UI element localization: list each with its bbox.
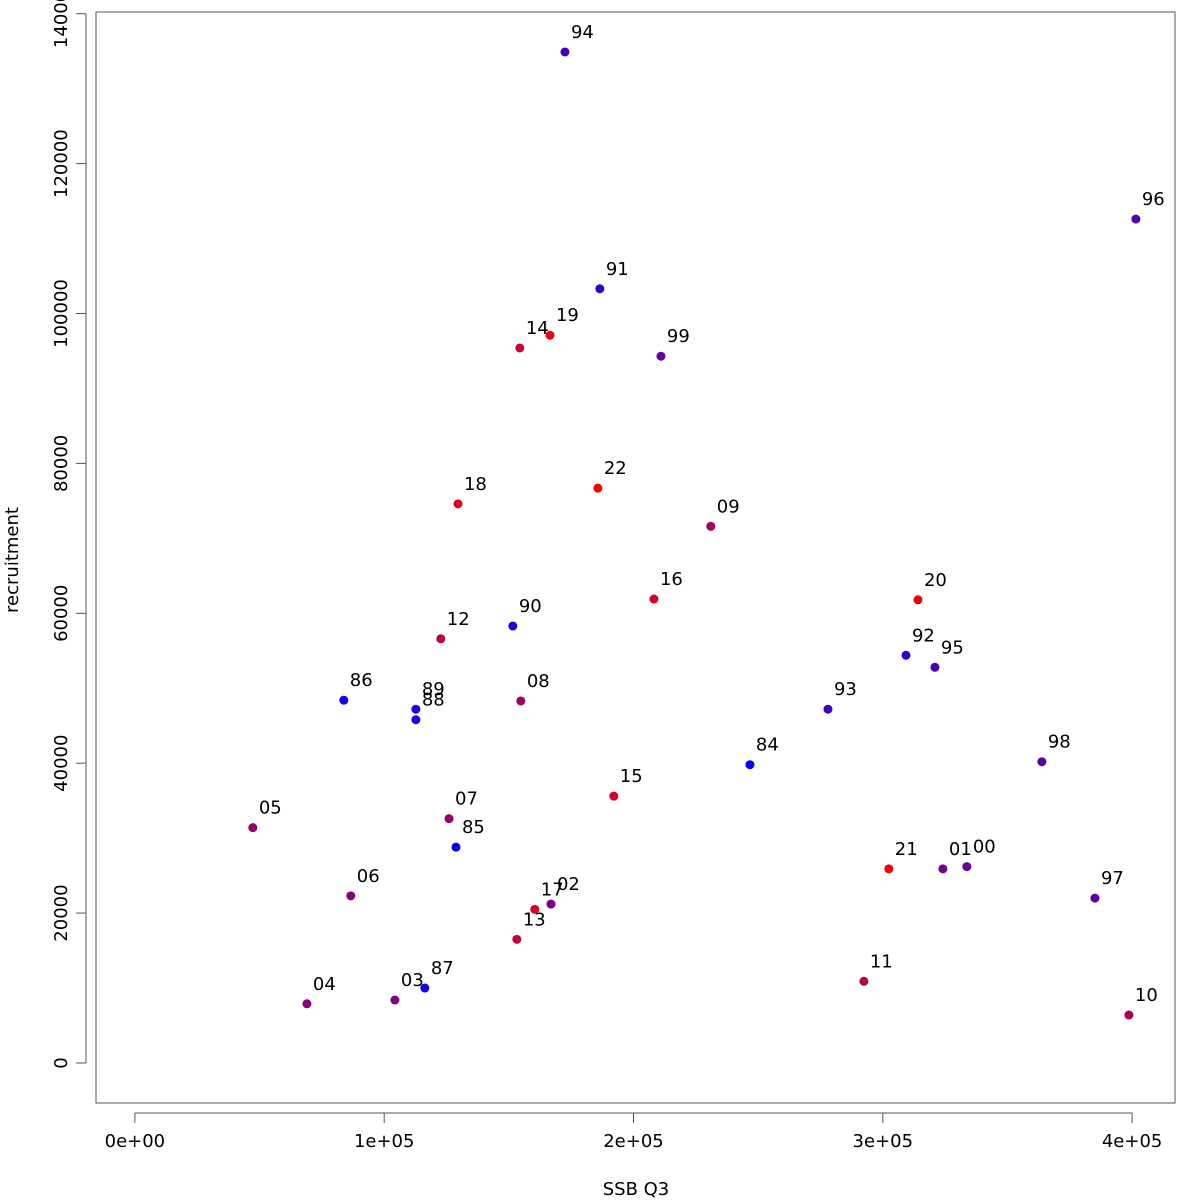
point-label: 17	[541, 879, 564, 900]
y-tick-label: 0	[51, 1057, 72, 1068]
point	[546, 899, 556, 909]
point-label: 12	[447, 609, 470, 630]
y-axis-label: recruitment	[2, 507, 23, 613]
point	[649, 594, 659, 604]
point	[346, 891, 356, 901]
point-label: 06	[357, 866, 380, 887]
y-tick-label: 40000	[51, 735, 72, 792]
point-label: 03	[401, 970, 424, 991]
x-axis-label: SSB Q3	[603, 1179, 670, 1200]
point	[593, 483, 603, 493]
point	[560, 47, 570, 57]
point	[1037, 757, 1047, 767]
y-tick-label: 20000	[51, 884, 72, 941]
point-label: 04	[313, 974, 336, 995]
point	[444, 814, 454, 824]
point-label: 13	[523, 909, 546, 930]
point-label: 96	[1142, 189, 1165, 210]
point-label: 14	[526, 318, 549, 339]
point	[884, 864, 894, 874]
x-tick-label: 1e+05	[354, 1131, 415, 1152]
x-tick-label: 4e+05	[1102, 1131, 1163, 1152]
point	[938, 864, 948, 874]
point	[595, 284, 605, 294]
point-label: 11	[870, 951, 893, 972]
point-label: 85	[462, 817, 485, 838]
point	[436, 634, 446, 644]
point	[451, 842, 461, 852]
point-label: 09	[717, 496, 740, 517]
point-label: 08	[527, 671, 550, 692]
point-label: 10	[1135, 985, 1158, 1006]
point	[1124, 1010, 1134, 1020]
y-tick-label: 80000	[51, 435, 72, 492]
point	[302, 999, 312, 1009]
y-tick-label: 60000	[51, 585, 72, 642]
point	[706, 521, 716, 531]
point-label: 21	[895, 839, 918, 860]
point	[512, 934, 522, 944]
point-label: 05	[259, 798, 282, 819]
point-label: 02	[557, 874, 580, 895]
point	[339, 695, 349, 705]
point-label: 99	[667, 326, 690, 347]
point	[913, 595, 923, 605]
point	[545, 330, 555, 340]
point-label: 95	[941, 637, 964, 658]
point	[420, 983, 430, 993]
point	[1090, 893, 1100, 903]
point	[508, 621, 518, 631]
point	[823, 704, 833, 714]
point	[248, 823, 258, 833]
point	[453, 499, 463, 509]
point-label: 97	[1101, 868, 1124, 889]
point	[515, 343, 525, 353]
point-label: 98	[1048, 732, 1071, 753]
point-label: 15	[620, 766, 643, 787]
x-tick-label: 0e+00	[105, 1131, 166, 1152]
point	[859, 976, 869, 986]
y-tick-label: 120000	[51, 129, 72, 198]
point	[411, 704, 421, 714]
x-tick-label: 2e+05	[603, 1131, 664, 1152]
x-tick-label: 3e+05	[853, 1131, 914, 1152]
point	[390, 995, 400, 1005]
point-label: 01	[949, 839, 972, 860]
plot-box	[95, 11, 1176, 1104]
point-label: 22	[604, 458, 627, 479]
point-label: 87	[431, 958, 454, 979]
point-label: 91	[606, 259, 629, 280]
point	[656, 351, 666, 361]
point-label: 19	[556, 305, 579, 326]
point-label: 88	[422, 690, 445, 711]
point-label: 16	[660, 569, 683, 590]
point-label: 20	[924, 570, 947, 591]
point-label: 92	[912, 625, 935, 646]
point	[411, 715, 421, 725]
point	[930, 662, 940, 672]
y-tick-label: 100000	[51, 279, 72, 348]
point	[962, 862, 972, 872]
point-label: 90	[519, 596, 542, 617]
point-label: 84	[756, 735, 779, 756]
point	[745, 760, 755, 770]
point-label: 93	[834, 679, 857, 700]
point-label: 94	[571, 22, 594, 43]
point	[1131, 214, 1141, 224]
point	[901, 650, 911, 660]
point	[516, 696, 526, 706]
point-label: 89	[422, 679, 445, 700]
y-tick-label: 140000	[51, 0, 72, 48]
point-label: 18	[464, 474, 487, 495]
point-label: 86	[350, 670, 373, 691]
point	[530, 904, 540, 914]
point	[609, 791, 619, 801]
point-label: 07	[455, 789, 478, 810]
point-label: 00	[973, 837, 996, 858]
